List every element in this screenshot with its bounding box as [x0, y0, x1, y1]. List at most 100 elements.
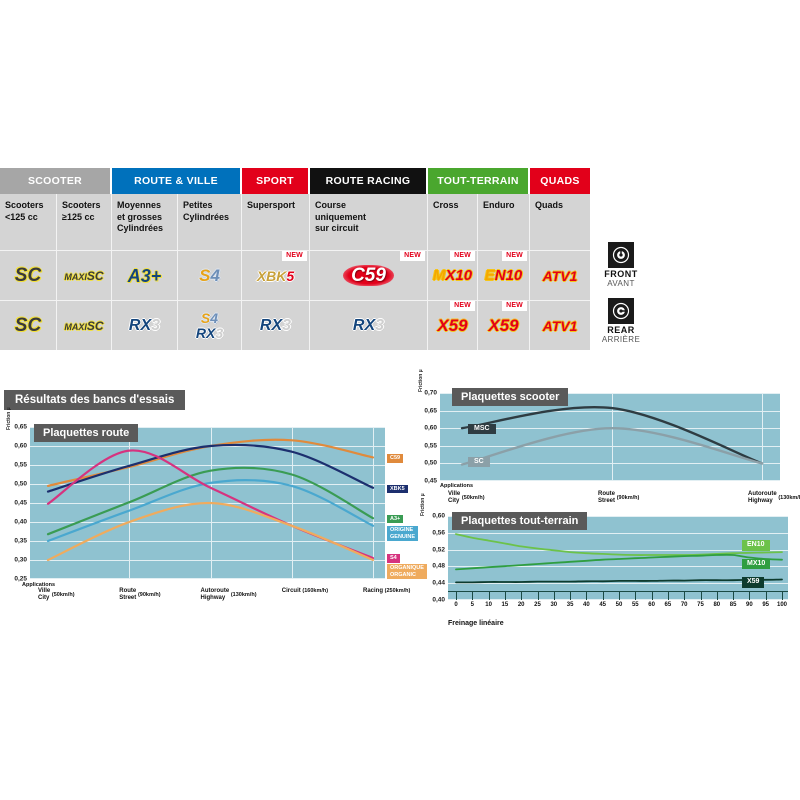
subheader-petites-cylindrees: Petites Cylindrées: [178, 194, 242, 250]
y-tick-label: 0,40: [14, 518, 27, 526]
product-cell-rear-sc[interactable]: SC: [0, 301, 57, 350]
x-axis-tick: [602, 591, 604, 600]
x-tick-label: Route Street (90km/h): [119, 588, 161, 601]
logo-mx10: MX10: [432, 267, 473, 284]
x-tick-label: 5: [470, 602, 474, 608]
legend-key-c59: C59: [387, 454, 404, 463]
logo-sc: SC: [14, 315, 42, 336]
subheader-moyennes-grosses: Moyennes et grosses Cylindrées: [112, 194, 178, 250]
series-line-sc: [460, 426, 764, 466]
gridline-h: [30, 541, 385, 542]
series-line-msc: [460, 406, 764, 465]
chart-route-lines: [46, 438, 375, 562]
x-tick-label: 55: [631, 602, 639, 608]
gridline-v: [291, 427, 293, 579]
y-tick-label: 0,65: [14, 423, 27, 431]
gridline-h: [440, 393, 780, 394]
x-tick-label: 10: [485, 602, 492, 608]
chart-plaquettes-route: [30, 427, 385, 579]
x-tick-label: Ville City (50km/h): [448, 491, 485, 504]
x-axis-tick: [667, 591, 669, 600]
y-tick-label: 0,40: [432, 596, 445, 604]
x-tick-label: 20: [517, 602, 525, 608]
product-cell-front-sc[interactable]: SC: [0, 251, 57, 300]
front-brake-icon: [608, 242, 634, 268]
gridline-h: [440, 410, 780, 412]
chart-route-title: Plaquettes route: [34, 424, 139, 442]
logo-maxi-sc: MAXISC: [64, 268, 104, 283]
gridline-h: [440, 445, 780, 447]
y-tick-label: 0,45: [424, 477, 437, 485]
product-cell-rear-s4-rx3[interactable]: S4 RX3: [178, 301, 242, 350]
logo-s4: S4: [200, 310, 219, 326]
product-cell-front-a3plus[interactable]: A3+: [112, 251, 178, 300]
legend-key-x59: X59: [742, 577, 765, 588]
front-product-row: SC MAXISC A3+ S4 NEW XBK5 NEW C59 NEW MX…: [0, 250, 590, 300]
legend-key-sc: SC: [468, 456, 490, 468]
subheader-scooters-under-125: Scooters <125 cc: [0, 194, 57, 250]
product-cell-rear-rx3-sport[interactable]: RX3: [242, 301, 310, 350]
new-badge: NEW: [450, 251, 475, 261]
category-header-sport: SPORT: [242, 168, 310, 194]
product-cell-rear-rx3-racing[interactable]: RX3: [310, 301, 428, 350]
y-tick-label: 0,50: [14, 480, 27, 488]
x-axis-tick: [700, 591, 702, 600]
product-cell-front-atv1[interactable]: ATV1: [530, 251, 590, 300]
x-tick-label: Circuit (160km/h): [281, 588, 329, 594]
axle-rear-block: REAR ARRIÈRE: [592, 298, 650, 344]
logo-a3-plus: A3+: [127, 265, 162, 286]
product-cell-rear-atv1[interactable]: ATV1: [530, 301, 590, 350]
x-axis-tick: [521, 591, 523, 600]
product-cell-rear-rx3[interactable]: RX3: [112, 301, 178, 350]
legend-key-a3+: A3+: [387, 514, 404, 524]
y-tick-label: 0,50: [424, 459, 437, 467]
x-tick-label: 65: [664, 602, 672, 608]
legend-key-en10: EN10: [742, 540, 770, 551]
product-cell-front-c59[interactable]: NEW C59: [310, 251, 428, 300]
product-cell-front-en10[interactable]: NEW EN10: [478, 251, 530, 300]
subheader-enduro: Enduro: [478, 194, 530, 250]
product-cell-front-maxisc[interactable]: MAXISC: [57, 251, 112, 300]
legend-key-s4: S4: [387, 554, 400, 563]
x-tick-label: 45: [599, 602, 607, 608]
logo-sc: SC: [14, 265, 42, 286]
y-tick-label: 0,70: [424, 389, 437, 397]
logo-x59: X59: [437, 316, 468, 335]
x-tick-label: 95: [762, 602, 770, 608]
x-tick-label: 100: [777, 602, 788, 608]
legend-key-xbk5: XBK5: [387, 484, 408, 494]
logo-maxi-sc: MAXISC: [64, 318, 104, 333]
chart-route-xlabel: Applications: [22, 582, 56, 588]
chart-scooter-xlabel: Applications: [440, 483, 474, 489]
logo-rx3: RX3: [352, 316, 385, 334]
legend-key-mx10: MX10: [742, 558, 771, 570]
subheader-scooters-over-125: Scooters ≥125 cc: [57, 194, 112, 250]
gridline-h: [448, 583, 788, 585]
product-cell-rear-x59-cross[interactable]: NEW X59: [428, 301, 478, 350]
product-cell-rear-maxisc[interactable]: MAXISC: [57, 301, 112, 350]
x-axis-tick: [488, 591, 490, 600]
x-axis-tick: [619, 591, 620, 600]
chart-tt-xlabel: Freinage linéaire: [448, 620, 504, 627]
x-tick-label: 30: [550, 602, 558, 608]
gridline-h: [448, 532, 788, 534]
subheader-supersport: Supersport: [242, 194, 310, 250]
chart-scooter-lines: [460, 406, 764, 466]
category-header-scooter: SCOOTER: [0, 168, 112, 194]
x-tick-label: 15: [501, 602, 509, 608]
logo-atv1: ATV1: [542, 267, 578, 284]
x-axis-tick: [684, 591, 686, 600]
product-cell-front-mx10[interactable]: NEW MX10: [428, 251, 478, 300]
x-axis-tick: [537, 591, 539, 600]
x-tick-label: Route Street (90km/h): [598, 491, 640, 504]
axle-rear-title: REAR: [607, 325, 635, 335]
series-line-x59: [455, 578, 783, 584]
product-cell-rear-x59-enduro[interactable]: NEW X59: [478, 301, 530, 350]
chart-tt-lines: [455, 533, 783, 584]
product-cell-front-s4[interactable]: S4: [178, 251, 242, 300]
gridline-h: [30, 560, 385, 561]
y-tick-label: 0,56: [432, 529, 445, 537]
product-cell-front-xbk5[interactable]: NEW XBK5: [242, 251, 310, 300]
gridline-h: [30, 465, 385, 466]
